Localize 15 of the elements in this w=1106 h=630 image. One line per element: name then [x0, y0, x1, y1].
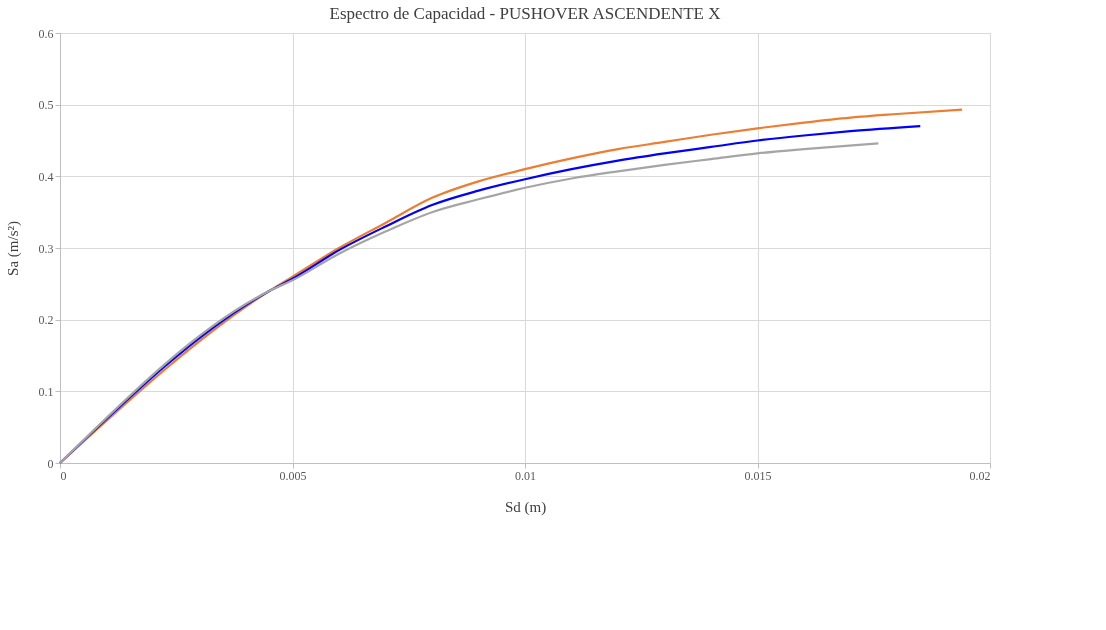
y-tick-label: 0	[47, 456, 54, 471]
x-tick-label: 0	[60, 468, 67, 483]
x-tick-label: 0.015	[744, 468, 772, 483]
x-tick-label: 0.02	[969, 468, 991, 483]
y-tick-label: 0.2	[38, 313, 54, 328]
chart-title: Espectro de Capacidad - PUSHOVER ASCENDENTE X	[329, 4, 721, 23]
y-tick-label: 0.4	[38, 169, 54, 184]
y-axis-title: Sa (m/s²)	[4, 221, 22, 276]
y-tick-label: 0.1	[38, 384, 54, 399]
x-tick-label: 0.005	[279, 468, 307, 483]
y-tick-label: 0.6	[38, 26, 54, 41]
x-axis-title: Sd (m)	[504, 498, 547, 516]
x-tick-label: 0.01	[515, 468, 536, 483]
y-tick-label: 0.3	[38, 241, 54, 256]
y-tick-label: 0.5	[38, 98, 54, 113]
